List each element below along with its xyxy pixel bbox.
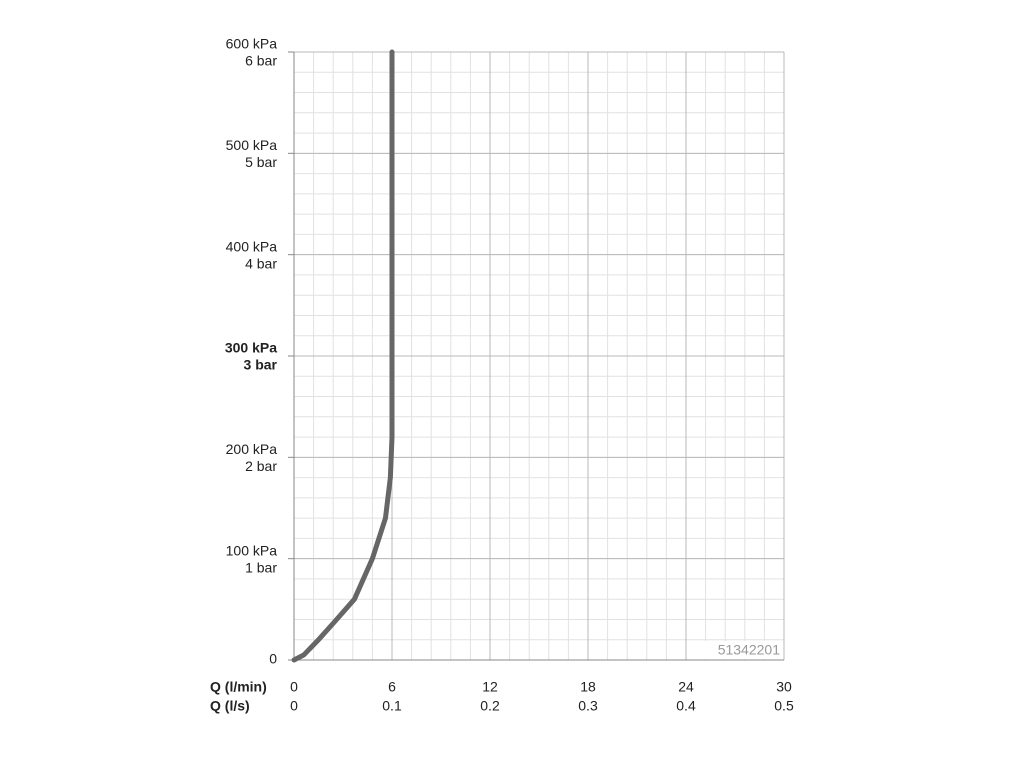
- x2-axis-title: Q (l/s): [210, 698, 250, 714]
- y2-tick-label: 2 bar: [245, 458, 277, 474]
- x-tick-label: 24: [678, 679, 694, 695]
- y2-tick-label: 4 bar: [245, 255, 277, 271]
- x2-tick-label: 0.5: [774, 698, 794, 714]
- x-tick-label: 0: [290, 679, 298, 695]
- x-axis-title: Q (l/min): [210, 679, 267, 695]
- y-tick-label: 600 kPa: [226, 36, 278, 52]
- y-tick-label: 0: [269, 651, 277, 667]
- x2-tick-label: 0.1: [382, 698, 402, 714]
- x2-tick-label: 0.3: [578, 698, 598, 714]
- x-tick-label: 12: [482, 679, 498, 695]
- y2-tick-label: 1 bar: [245, 559, 277, 575]
- curve: [291, 49, 395, 663]
- y-tick-label: 500 kPa: [226, 137, 278, 153]
- x2-tick-label: 0.4: [676, 698, 696, 714]
- y-tick-label: 100 kPa: [226, 542, 278, 558]
- x-tick-label: 30: [776, 679, 792, 695]
- annotation-bg: [700, 641, 782, 659]
- annotation: 51342201: [718, 642, 781, 658]
- x-tick-label: 18: [580, 679, 596, 695]
- y2-tick-label: 3 bar: [244, 357, 278, 373]
- x-tick-label: 6: [388, 679, 396, 695]
- y2-tick-label: 5 bar: [245, 154, 277, 170]
- y2-tick-label: 6 bar: [245, 53, 277, 69]
- x2-tick-label: 0: [290, 698, 298, 714]
- y-tick-label: 300 kPa: [225, 340, 277, 356]
- x2-tick-label: 0.2: [480, 698, 500, 714]
- y-tick-label: 400 kPa: [226, 238, 278, 254]
- y-tick-label: 200 kPa: [226, 441, 278, 457]
